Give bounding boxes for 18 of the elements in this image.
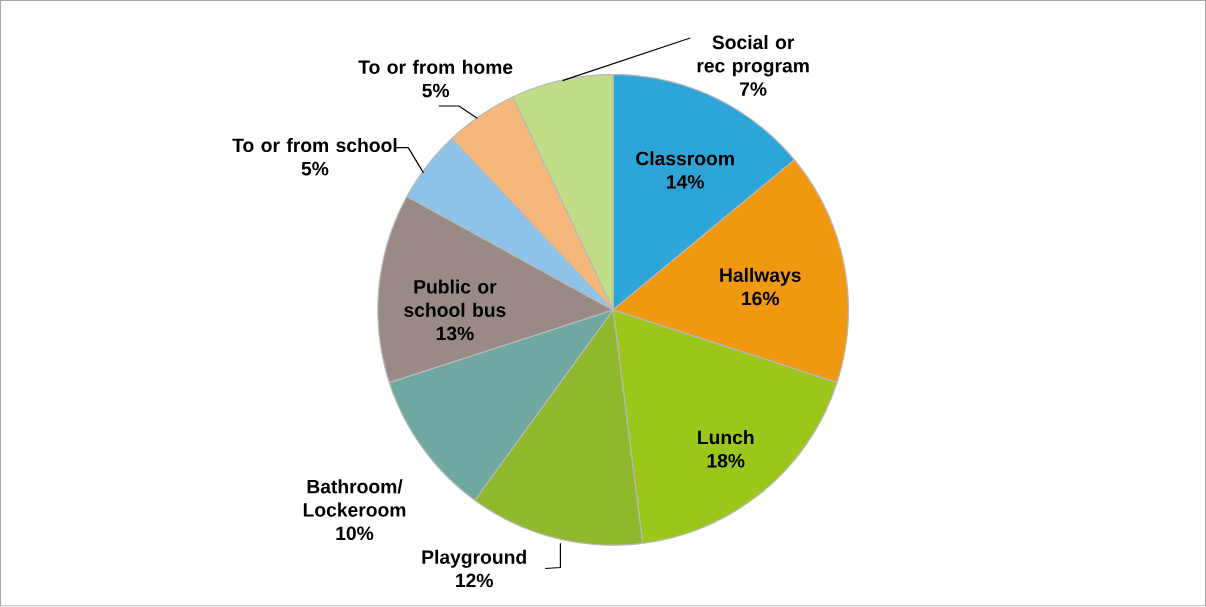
- data-label: 7%: [740, 82, 767, 97]
- data-label: 5%: [301, 162, 329, 176]
- data-label: 12%: [456, 573, 493, 588]
- data-label: 14%: [667, 175, 704, 189]
- slice-label: Lunch: [698, 430, 754, 445]
- slice-label: Social or rec program: [697, 35, 809, 77]
- slice-label: Bathroom/ Lockeroom: [303, 479, 406, 517]
- slice-label: To or from school: [232, 138, 397, 153]
- slice-label: Public or school bus: [404, 279, 506, 318]
- slice-label: Playground: [422, 550, 526, 569]
- slice-label: Hallways: [720, 268, 801, 286]
- data-label: 16%: [742, 291, 779, 306]
- data-label: 13%: [436, 326, 474, 341]
- slice-label: To or from home: [358, 60, 513, 75]
- slice-label: Classroom: [636, 151, 734, 166]
- data-label: 10%: [336, 526, 374, 541]
- data-label: 18%: [707, 454, 745, 468]
- data-label: 5%: [422, 83, 450, 98]
